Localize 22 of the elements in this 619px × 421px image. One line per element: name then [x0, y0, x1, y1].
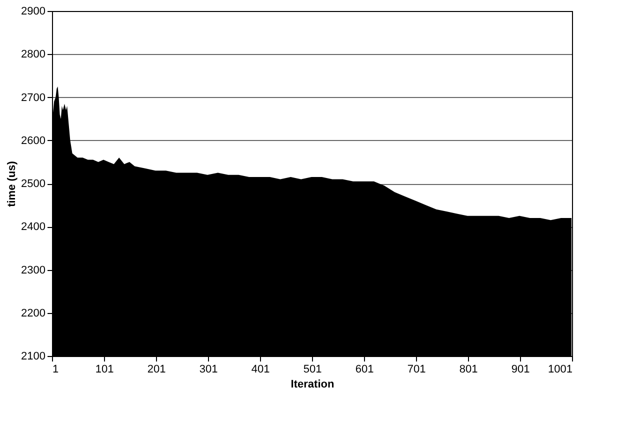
- x-tick-label: 401: [251, 364, 270, 376]
- y-tick-label: 2900: [21, 6, 46, 18]
- x-tick-label: 201: [147, 364, 166, 376]
- x-tick-label: 1001: [548, 364, 572, 376]
- y-tick-label: 2200: [21, 307, 46, 320]
- y-tick-label: 2700: [21, 92, 46, 104]
- x-tick-label: 901: [511, 364, 530, 376]
- y-tick-label: 2100: [21, 350, 46, 362]
- x-tick-label: 501: [303, 364, 322, 376]
- y-tick-label: 2300: [21, 264, 46, 276]
- x-tick-label: 801: [459, 364, 478, 376]
- x-tick-label: 701: [407, 364, 426, 376]
- x-tick-label: 1: [52, 364, 59, 376]
- x-axis-title: Iteration: [290, 378, 334, 390]
- y-axis-title: time (us): [6, 160, 18, 207]
- y-tick-label: 2600: [21, 134, 46, 147]
- y-tick-label: 2800: [21, 48, 46, 61]
- x-tick-label: 301: [199, 364, 218, 376]
- y-tick-label: 2400: [21, 221, 46, 234]
- y-tick-label: 2500: [21, 178, 46, 190]
- x-tick-label: 101: [95, 364, 114, 376]
- x-tick-label: 601: [355, 364, 374, 376]
